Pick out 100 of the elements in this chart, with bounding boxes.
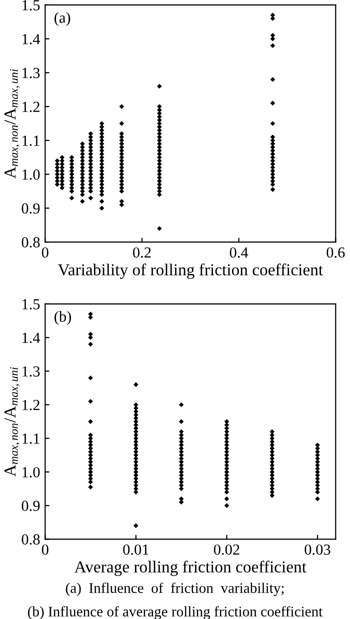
point — [270, 480, 275, 484]
point — [99, 165, 104, 170]
point — [224, 419, 230, 424]
y-tick-label: 1.5 — [22, 0, 40, 10]
point — [270, 100, 276, 106]
point — [270, 148, 276, 153]
point — [119, 121, 124, 126]
point — [99, 206, 104, 211]
point — [157, 134, 162, 140]
point — [99, 134, 104, 140]
y-tick-label: 1.2 — [22, 102, 40, 112]
point — [270, 182, 276, 187]
point — [270, 138, 276, 143]
point — [157, 104, 162, 109]
point — [224, 442, 230, 448]
point — [270, 165, 276, 170]
point — [270, 187, 276, 192]
point — [270, 16, 276, 21]
point — [69, 182, 74, 187]
point — [178, 480, 184, 484]
point — [270, 77, 276, 82]
point — [270, 43, 276, 48]
y-tick-label: 1.4 — [22, 332, 40, 344]
point — [270, 134, 276, 140]
x-tick-label: 0.03 — [304, 544, 330, 555]
point — [88, 148, 94, 153]
x-tick-label: 0.2 — [133, 247, 151, 258]
point — [157, 178, 162, 184]
point — [224, 503, 230, 508]
point — [54, 182, 60, 187]
point — [178, 432, 184, 438]
point — [88, 196, 94, 200]
point — [270, 442, 275, 448]
point — [88, 178, 94, 184]
point — [178, 470, 184, 474]
y-axis-title: A$_{max,non}$/A$_{max,uni}$ — [4, 69, 20, 178]
point — [54, 165, 60, 170]
point — [99, 138, 104, 143]
x-axis-title: Average rolling friction coefficient — [74, 560, 306, 576]
point — [69, 154, 74, 160]
point — [134, 382, 138, 387]
point — [224, 470, 230, 474]
x-tick-label: 0.6 — [326, 247, 345, 258]
point — [178, 442, 184, 448]
point — [80, 168, 85, 174]
point — [99, 168, 104, 174]
point — [60, 178, 64, 184]
point — [69, 178, 74, 184]
point — [270, 178, 276, 184]
x-axis-title: Variability of rolling friction coefficient — [58, 264, 323, 279]
y-tick-label: 0.9 — [22, 500, 40, 512]
point — [270, 33, 276, 38]
y-tick-label: 0.8 — [22, 534, 40, 545]
point — [88, 342, 93, 347]
y-axis-title: A$_{max,non}$/A$_{max,uni}$ — [4, 367, 20, 477]
point — [224, 446, 230, 451]
point — [157, 226, 162, 231]
point — [224, 496, 230, 502]
annotation: (b) — [54, 310, 72, 325]
y-tick-label: 0.9 — [22, 203, 40, 214]
y-tick-label: 1.0 — [22, 467, 40, 478]
x-tick-label: 0.4 — [230, 247, 248, 258]
y-tick-label: 1.1 — [22, 136, 40, 146]
point — [157, 84, 162, 89]
point — [80, 198, 85, 204]
point — [119, 134, 124, 140]
y-tick-label: 1.2 — [22, 400, 40, 410]
y-tick-label: 1.5 — [22, 299, 40, 310]
point — [119, 148, 124, 153]
point — [119, 104, 124, 109]
point — [60, 154, 64, 160]
point — [224, 432, 230, 438]
point — [99, 182, 104, 187]
point — [270, 168, 276, 174]
point — [178, 419, 184, 424]
point — [224, 456, 230, 461]
point — [224, 480, 230, 484]
x-tick-label: 0 — [42, 247, 48, 258]
y-tick-label: 1.0 — [22, 169, 40, 180]
point — [69, 165, 74, 170]
annotation: (a) — [54, 12, 70, 26]
point — [88, 182, 94, 187]
point — [134, 523, 138, 528]
point — [119, 178, 124, 184]
point — [99, 121, 104, 126]
point — [60, 165, 64, 170]
point — [99, 152, 104, 156]
y-tick-label: 1.3 — [22, 68, 40, 78]
point — [69, 168, 74, 174]
point — [54, 178, 60, 184]
point — [315, 490, 320, 495]
point — [224, 466, 230, 471]
y-tick-label: 1.3 — [22, 366, 40, 377]
point — [315, 496, 320, 502]
point — [69, 196, 74, 200]
point — [178, 466, 184, 471]
point — [88, 375, 93, 380]
point — [270, 456, 275, 461]
point — [88, 484, 93, 490]
point — [88, 134, 94, 140]
